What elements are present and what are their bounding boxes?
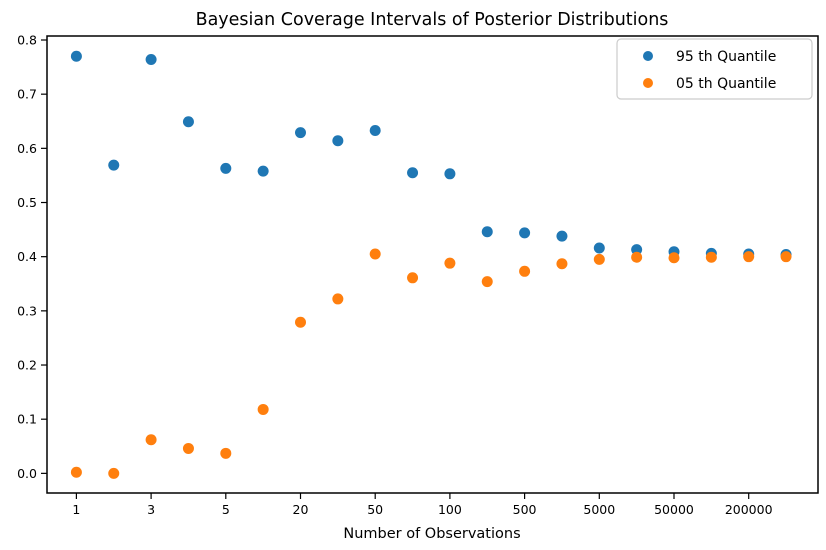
- data-point: [70, 466, 82, 478]
- data-point: [220, 162, 232, 174]
- y-tick-label: 0.2: [17, 358, 37, 373]
- data-point: [407, 167, 419, 179]
- data-point: [70, 50, 82, 62]
- x-axis: 1 3 5 20 50 100 500 5000 50000 200000: [72, 493, 773, 517]
- x-tick-label: 500: [513, 502, 537, 517]
- data-point: [556, 230, 568, 242]
- data-point: [332, 135, 344, 147]
- y-tick-label: 0.0: [17, 466, 37, 481]
- data-point: [332, 293, 344, 305]
- chart-title: Bayesian Coverage Intervals of Posterior…: [196, 10, 669, 30]
- data-point: [257, 403, 269, 415]
- x-axis-label: Number of Observations: [343, 526, 520, 542]
- data-point: [481, 276, 493, 288]
- x-tick-label: 50000: [654, 502, 694, 517]
- y-tick-label: 0.7: [17, 87, 37, 102]
- legend-box: [616, 38, 813, 100]
- x-tick-label: 5000: [583, 502, 615, 517]
- legend: 95 th Quantile 05 th Quantile: [616, 38, 813, 100]
- y-axis: 0.0 0.1 0.2 0.3 0.4 0.5 0.6 0.7 0.8: [17, 33, 47, 481]
- y-tick-label: 0.4: [17, 249, 37, 264]
- data-point: [705, 251, 717, 263]
- plot-area: [46, 35, 819, 494]
- data-point: [668, 252, 680, 264]
- legend-marker-95th-icon: [643, 51, 653, 61]
- data-point: [556, 258, 568, 270]
- data-point: [631, 244, 643, 256]
- data-point: [369, 248, 381, 260]
- data-point: [295, 316, 306, 328]
- data-point: [407, 272, 419, 284]
- y-tick-label: 0.1: [17, 412, 37, 427]
- data-point: [145, 54, 157, 66]
- data-point: [481, 226, 493, 238]
- y-tick-label: 0.6: [17, 141, 37, 156]
- data-point: [780, 251, 792, 263]
- data-point: [220, 447, 232, 459]
- data-point: [182, 442, 194, 454]
- data-point: [444, 168, 456, 180]
- data-point: [593, 242, 605, 254]
- data-point: [145, 434, 157, 446]
- data-point: [519, 265, 531, 277]
- x-tick-label: 50: [367, 502, 383, 517]
- data-point: [444, 257, 456, 269]
- data-point: [182, 116, 194, 128]
- data-point: [257, 165, 269, 177]
- y-tick-label: 0.8: [17, 33, 37, 48]
- data-point: [593, 253, 605, 265]
- legend-label-95th: 95 th Quantile: [676, 49, 776, 65]
- data-points-layer: [70, 50, 792, 479]
- data-point: [519, 227, 531, 239]
- y-tick-label: 0.3: [17, 303, 37, 318]
- data-point: [108, 467, 120, 479]
- x-tick-label: 200000: [725, 502, 773, 517]
- x-tick-label: 3: [147, 502, 155, 517]
- x-tick-label: 5: [222, 502, 230, 517]
- data-point: [108, 159, 120, 171]
- data-point: [295, 127, 306, 139]
- legend-marker-05th-icon: [643, 78, 653, 88]
- legend-label-05th: 05 th Quantile: [676, 76, 776, 92]
- data-point: [369, 124, 381, 136]
- x-tick-label: 1: [72, 502, 80, 517]
- y-tick-label: 0.5: [17, 195, 37, 210]
- data-point: [631, 251, 643, 263]
- x-tick-label: 20: [293, 502, 309, 517]
- data-point: [743, 251, 755, 263]
- x-tick-label: 100: [438, 502, 462, 517]
